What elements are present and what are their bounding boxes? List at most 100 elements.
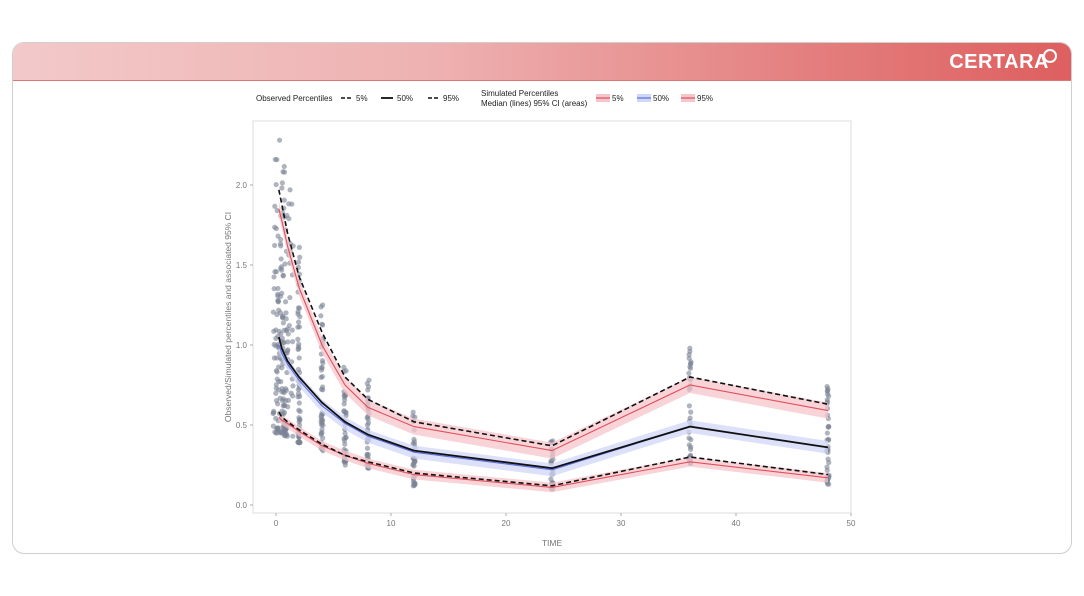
observed-point <box>824 464 830 470</box>
observed-point <box>824 430 830 436</box>
observed-point <box>281 163 287 170</box>
x-tick-label: 20 <box>502 519 511 528</box>
observed-point <box>296 355 302 361</box>
observed-point <box>270 309 277 315</box>
observed-point <box>342 430 348 437</box>
observed-point <box>295 336 301 342</box>
observed-point <box>319 358 326 364</box>
observed-point <box>289 327 295 333</box>
legend-simulated-subtitle: Median (lines) 95% CI (areas) <box>481 99 588 108</box>
legend-observed-50-label: 50% <box>397 94 413 103</box>
observed-point <box>273 415 279 421</box>
simulated-median-lines <box>278 208 829 488</box>
legend-sim-50-label: 50% <box>653 94 669 103</box>
observed-point <box>688 409 694 415</box>
observed-point <box>319 322 326 328</box>
y-axis-ticks: 0.0 0.5 1.0 1.5 2.0 <box>236 181 253 510</box>
observed-point <box>295 319 302 325</box>
obs-line-5 <box>278 411 829 487</box>
observed-point <box>286 322 292 329</box>
observed-point <box>343 412 349 418</box>
observed-point <box>410 409 416 415</box>
observed-point <box>285 339 291 345</box>
legend-observed-5-label: 5% <box>356 94 368 103</box>
observed-point <box>283 386 289 392</box>
legend-sim-95-label: 95% <box>697 94 713 103</box>
observed-point <box>276 328 282 334</box>
observed-point <box>295 259 302 265</box>
observed-point <box>297 314 303 320</box>
observed-point <box>287 294 293 301</box>
observed-point <box>687 360 694 367</box>
observed-point <box>273 390 279 396</box>
observed-point <box>271 328 277 334</box>
legend-simulated-title: Simulated Percentiles <box>481 89 558 98</box>
observed-point <box>297 408 303 415</box>
x-tick-label: 50 <box>847 519 856 528</box>
observed-point <box>318 313 324 319</box>
obs-line-50 <box>278 336 829 470</box>
observed-point <box>412 480 418 486</box>
sim-line-95 <box>278 208 829 452</box>
observed-point <box>285 347 291 353</box>
observed-point <box>365 416 371 422</box>
observed-point <box>687 365 694 371</box>
observed-point <box>279 314 286 320</box>
observed-point <box>364 422 371 428</box>
observed-point <box>275 298 282 304</box>
observed-point <box>342 441 348 447</box>
observed-point <box>278 256 284 262</box>
observed-point <box>279 267 285 273</box>
observed-point <box>282 299 289 305</box>
observed-point <box>826 424 832 430</box>
observed-point <box>285 331 291 337</box>
x-tick-label: 0 <box>274 519 279 528</box>
sim-band-5 <box>278 412 828 493</box>
observed-point <box>281 197 287 203</box>
observed-point <box>411 436 417 442</box>
observed-point <box>296 439 302 445</box>
y-tick-label: 0.5 <box>236 421 248 430</box>
observed-point <box>410 440 416 447</box>
observed-point <box>272 203 278 209</box>
observed-point <box>277 395 283 401</box>
observed-point <box>296 271 303 277</box>
observed-point <box>686 435 692 441</box>
observed-point <box>319 384 326 390</box>
observed-point <box>275 285 281 292</box>
observed-point <box>280 272 286 278</box>
observed-point <box>295 324 301 330</box>
observed-point <box>274 355 280 361</box>
x-tick-label: 10 <box>387 519 396 528</box>
observed-point <box>271 274 277 280</box>
observed-point <box>275 291 281 297</box>
legend-observed-title: Observed Percentiles <box>256 94 332 103</box>
observed-point <box>296 418 302 425</box>
header-banner <box>13 43 1071 81</box>
observed-point <box>290 433 296 439</box>
observed-point <box>272 242 278 249</box>
logo-ring-icon <box>1043 49 1057 63</box>
x-tick-label: 40 <box>732 519 741 528</box>
observed-point <box>296 341 302 347</box>
observed-point <box>296 244 302 250</box>
observed-point <box>287 187 293 193</box>
observed-point <box>279 335 285 341</box>
observed-point <box>283 310 289 316</box>
observed-point <box>285 397 292 404</box>
observed-point <box>275 425 282 431</box>
observed-point <box>286 216 292 222</box>
x-tick-label: 30 <box>617 519 626 528</box>
observed-point <box>270 410 276 417</box>
observed-point <box>688 444 694 450</box>
observed-point <box>686 403 692 409</box>
observed-point <box>289 339 296 345</box>
certara-logo: CERTARA <box>949 51 1049 73</box>
observed-point <box>274 157 280 163</box>
observed-point <box>343 434 349 441</box>
sim-line-5 <box>278 416 829 488</box>
y-tick-label: 2.0 <box>236 181 248 190</box>
observed-point <box>320 435 326 441</box>
observed-percentile-lines <box>278 189 829 487</box>
x-axis-label: TIME <box>542 538 563 548</box>
